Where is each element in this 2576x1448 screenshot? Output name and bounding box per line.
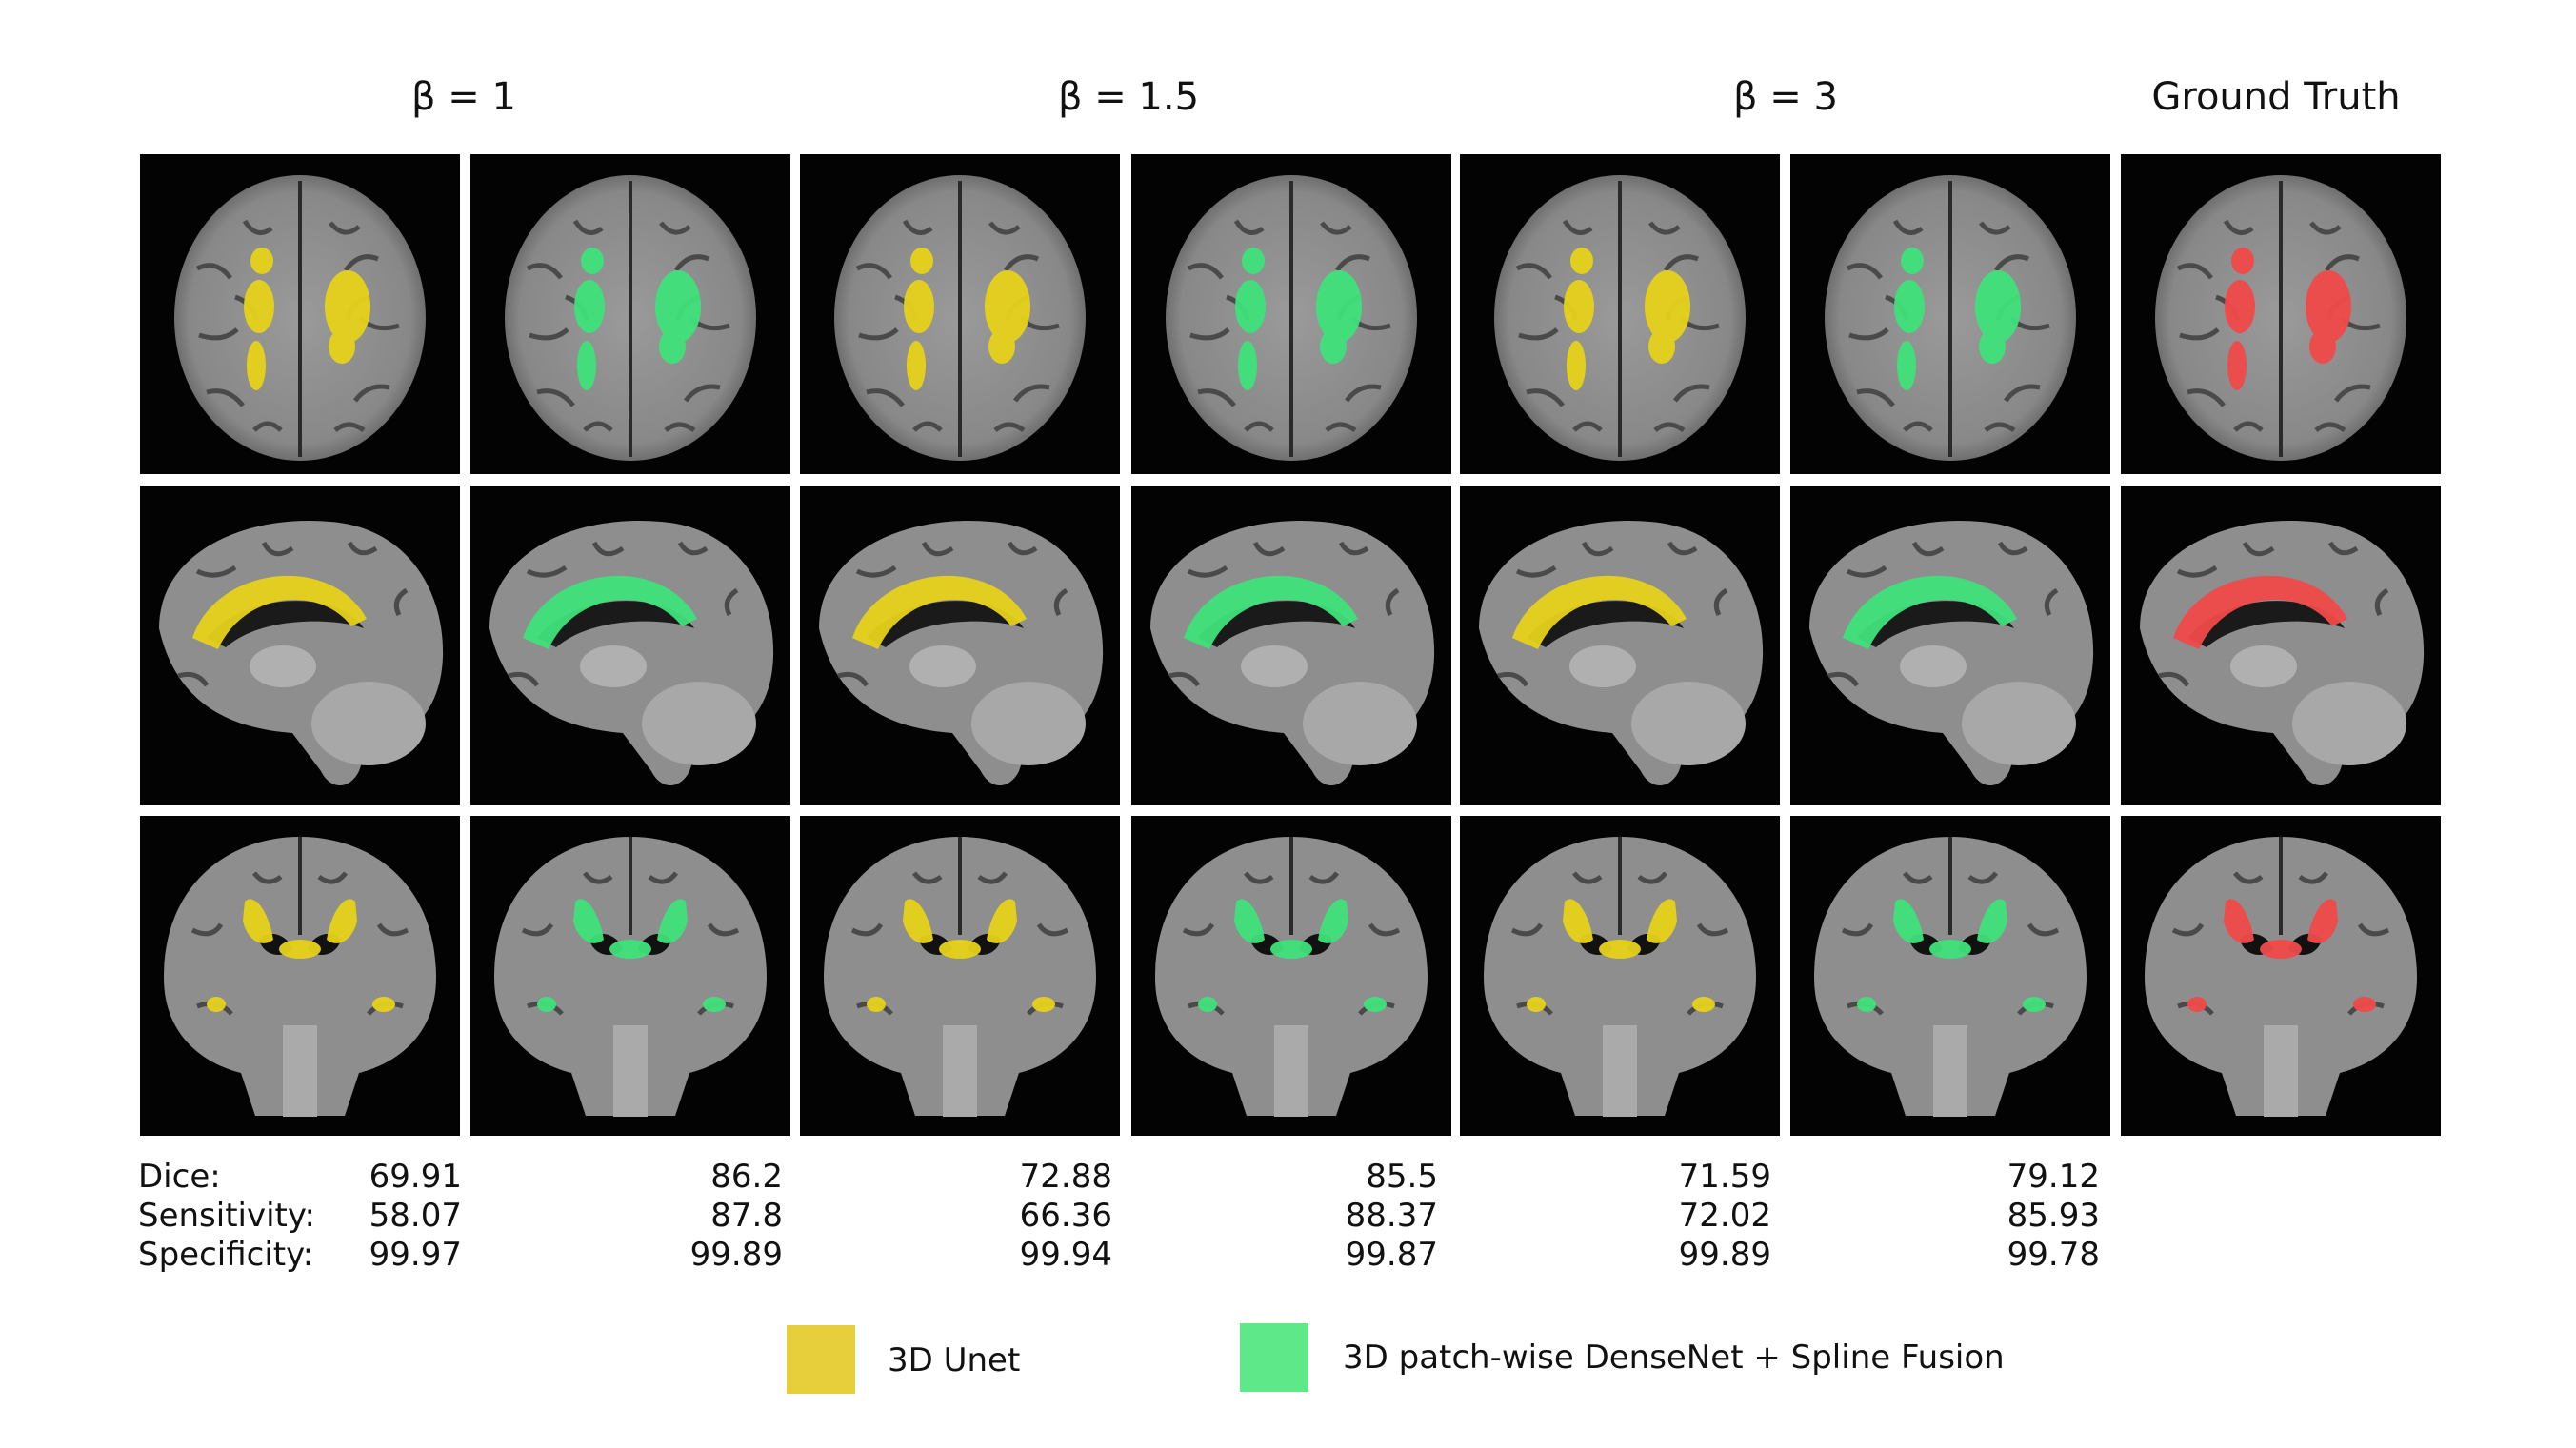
legend-swatch-densenet (1240, 1323, 1308, 1392)
dice-value: 79.12 (2007, 1158, 2100, 1196)
sensitivity-value: 85.93 (2007, 1197, 2100, 1235)
metrics-col-6: 79.12 85.93 99.78 (1909, 1158, 2100, 1275)
specificity-value: 99.78 (2007, 1236, 2100, 1274)
dice-value: 69.91 (369, 1158, 462, 1196)
mri-sagittal-densenet (470, 486, 790, 805)
mri-axial-unet (140, 154, 460, 474)
header-beta-1-5: β = 1.5 (1057, 75, 1200, 119)
mri-axial-ground_truth (2121, 154, 2441, 474)
dice-value: 72.88 (1019, 1158, 1112, 1196)
metrics-col-3: 72.88 66.36 99.94 (922, 1158, 1112, 1275)
metrics-col-2: 86.2 87.8 99.89 (592, 1158, 783, 1275)
legend-label-densenet: 3D patch-wise DenseNet + Spline Fusion (1343, 1339, 2005, 1377)
metrics-col-1: 69.91 58.07 99.97 (271, 1158, 462, 1275)
legend-label-unet: 3D Unet (888, 1341, 1021, 1379)
mri-sagittal-unet (800, 486, 1120, 805)
metric-label-specificity: Specificity: (138, 1236, 314, 1274)
mri-axial-densenet (1131, 154, 1451, 474)
specificity-value: 99.97 (369, 1236, 462, 1274)
mri-sagittal-unet (140, 486, 460, 805)
mri-coronal-unet (140, 816, 460, 1136)
mri-sagittal-densenet (1131, 486, 1451, 805)
mri-sagittal-densenet (1790, 486, 2110, 805)
specificity-value: 99.87 (1345, 1236, 1438, 1274)
legend-swatch-unet (787, 1325, 855, 1394)
mri-sagittal-unet (1460, 486, 1780, 805)
mri-coronal-densenet (1131, 816, 1451, 1136)
dice-value: 85.5 (1366, 1158, 1438, 1196)
metrics-col-5: 71.59 72.02 99.89 (1581, 1158, 1771, 1275)
specificity-value: 99.89 (689, 1236, 783, 1274)
mri-sagittal-ground_truth (2121, 486, 2441, 805)
metric-label-sensitivity: Sensitivity: (138, 1197, 315, 1235)
mri-axial-unet (1460, 154, 1780, 474)
header-beta-3: β = 3 (1733, 75, 1838, 119)
mri-axial-densenet (470, 154, 790, 474)
sensitivity-value: 66.36 (1019, 1197, 1112, 1235)
metric-label-dice: Dice: (138, 1158, 221, 1196)
mri-coronal-densenet (470, 816, 790, 1136)
metric-labels: Dice: Sensitivity: Specificity: (138, 1158, 315, 1275)
dice-value: 71.59 (1678, 1158, 1771, 1196)
sensitivity-value: 87.8 (710, 1197, 783, 1235)
sensitivity-value: 88.37 (1345, 1197, 1438, 1235)
specificity-value: 99.94 (1019, 1236, 1112, 1274)
sensitivity-value: 72.02 (1678, 1197, 1771, 1235)
dice-value: 86.2 (710, 1158, 783, 1196)
mri-coronal-unet (800, 816, 1120, 1136)
sensitivity-value: 58.07 (369, 1197, 462, 1235)
specificity-value: 99.89 (1678, 1236, 1771, 1274)
header-beta-1: β = 1 (411, 75, 516, 119)
metrics-col-4: 85.5 88.37 99.87 (1248, 1158, 1438, 1275)
header-ground-truth: Ground Truth (2151, 75, 2401, 119)
mri-coronal-densenet (1790, 816, 2110, 1136)
mri-axial-densenet (1790, 154, 2110, 474)
mri-coronal-unet (1460, 816, 1780, 1136)
mri-coronal-ground_truth (2121, 816, 2441, 1136)
mri-axial-unet (800, 154, 1120, 474)
